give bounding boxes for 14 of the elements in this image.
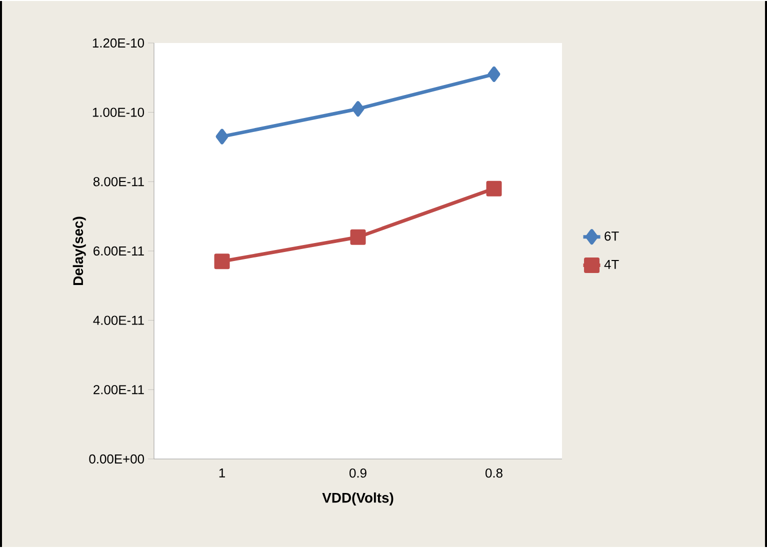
legend-label: 4T — [604, 260, 619, 269]
x-tick-label: 0.8 — [486, 468, 502, 478]
y-axis-title: Delay(sec) — [72, 216, 86, 285]
legend-label: 6T — [604, 232, 619, 241]
y-tick-label: 4.00E-11 — [93, 316, 144, 325]
x-tick-label: 0.9 — [350, 468, 366, 478]
y-tick-label: 2.00E-11 — [94, 385, 144, 394]
y-tick-label: 1.20E-10 — [92, 38, 144, 48]
y-tick-label: 1.00E-10 — [92, 108, 144, 117]
y-tick-label: 8.00E-11 — [93, 177, 144, 186]
x-tick-label: 1 — [219, 468, 225, 478]
x-axis-title: VDD(Volts) — [322, 492, 394, 506]
y-tick-label: 0.00E+00 — [89, 454, 144, 464]
y-tick-label: 6.00E-11 — [94, 246, 144, 256]
